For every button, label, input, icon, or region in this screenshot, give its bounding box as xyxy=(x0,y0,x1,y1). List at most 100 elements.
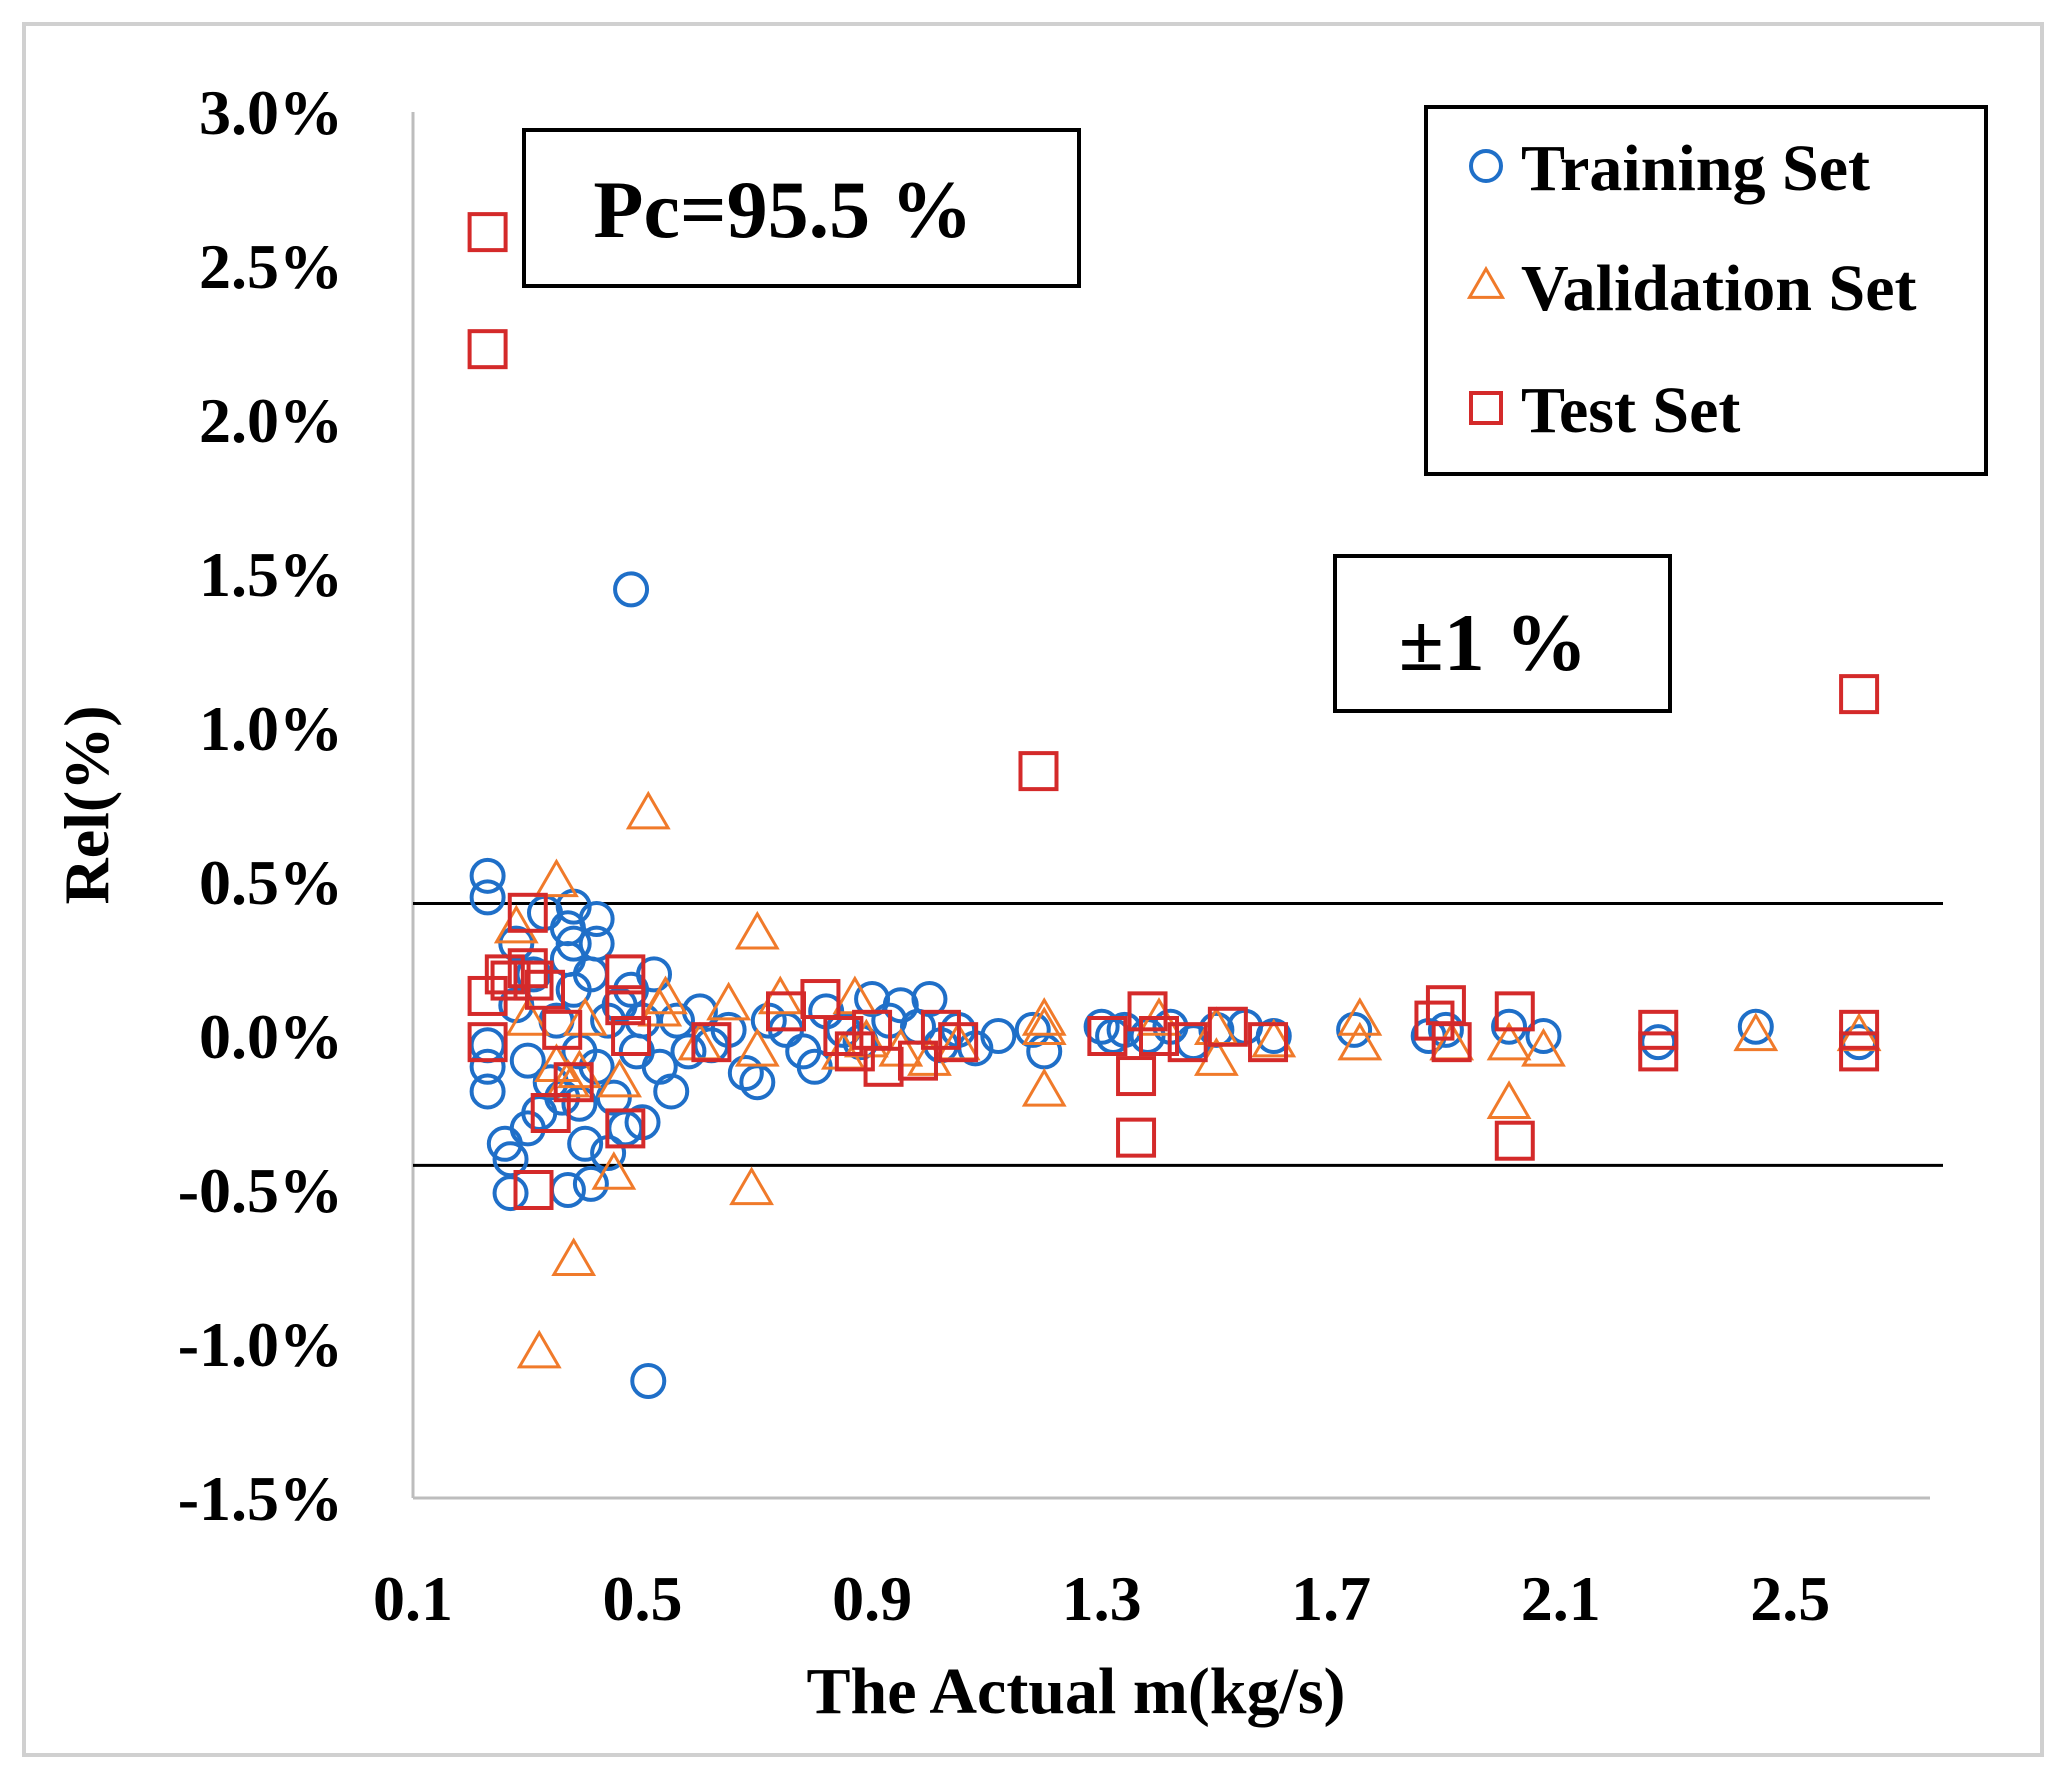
circle-point xyxy=(630,1362,667,1399)
triangle-point xyxy=(1486,1021,1532,1061)
legend-box xyxy=(1424,105,1988,476)
triangle-point xyxy=(562,997,608,1036)
triangle-point xyxy=(516,1329,562,1369)
x-axis-label: The Actual m(kg/s) xyxy=(806,1655,1345,1728)
square-point xyxy=(1638,1009,1679,1050)
triangle-point xyxy=(493,904,539,944)
triangle-point xyxy=(734,910,780,950)
triangle-point xyxy=(591,1151,637,1190)
circle-point xyxy=(509,1042,546,1079)
circle-point xyxy=(469,1048,506,1085)
y-tick-labels: 3.0% 2.5% 2.0% 1.5% 1.0% 0.5% 0.0% -0.5% -1.0% -1… xyxy=(178,77,343,1534)
triangle-point xyxy=(1251,1018,1297,1058)
square-point xyxy=(897,1040,938,1081)
legend-label: Test Set xyxy=(1521,374,1740,447)
triangle-point xyxy=(729,1166,774,1206)
x-tick-label: 1.7 xyxy=(1291,1563,1371,1634)
pc-annotation: Pc=95.5 % xyxy=(522,128,1081,288)
triangle-point xyxy=(706,981,752,1021)
y-tick-label: 1.0% xyxy=(199,693,343,764)
square-point xyxy=(513,960,554,1001)
circle-point xyxy=(636,956,673,993)
circle-point xyxy=(980,1018,1017,1054)
legend-item: Training Set xyxy=(1469,132,1870,205)
circle-point xyxy=(1491,1008,1528,1045)
circle-point xyxy=(492,1175,529,1212)
y-tick-label: 1.5% xyxy=(199,539,343,610)
circle-point xyxy=(658,1002,695,1039)
x-tick-label: 1.3 xyxy=(1062,1563,1142,1634)
circle-point xyxy=(1336,1011,1373,1048)
x-tick-label: 2.1 xyxy=(1521,1563,1601,1634)
y-tick-label: -1.5% xyxy=(178,1463,343,1534)
pc-annotation-box xyxy=(522,128,1081,288)
circle-point xyxy=(572,1165,609,1202)
circle-point xyxy=(469,1073,506,1110)
band-annotation: ±1 % xyxy=(1333,554,1672,713)
triangle-point xyxy=(757,975,803,1015)
square-point xyxy=(1018,751,1059,792)
legend-label: Validation Set xyxy=(1521,252,1917,325)
square-point xyxy=(467,212,508,253)
square-point xyxy=(1167,1022,1208,1063)
square-point xyxy=(823,1016,864,1056)
square-point xyxy=(1494,991,1535,1032)
circle-point xyxy=(469,857,506,894)
y-tick-label: 0.5% xyxy=(199,847,343,918)
x-tick-label: 0.9 xyxy=(832,1563,912,1634)
square-point xyxy=(553,1062,594,1103)
circle-point xyxy=(670,1033,707,1070)
pc-annotation-text: Pc=95.5 % xyxy=(593,164,972,255)
triangle-point xyxy=(1733,1012,1779,1052)
circle-point xyxy=(1525,1018,1562,1054)
circle-point xyxy=(1083,1008,1120,1045)
square-point xyxy=(467,1022,508,1063)
square-point xyxy=(1207,1006,1248,1047)
triangle-point xyxy=(557,1049,602,1089)
y-tick-label: 2.5% xyxy=(199,231,343,302)
triangle-point xyxy=(1337,1021,1383,1061)
circle-point xyxy=(595,1079,632,1116)
square-point xyxy=(507,892,548,933)
square-point xyxy=(1116,1117,1157,1158)
square-point xyxy=(484,954,525,995)
square-point xyxy=(800,979,841,1020)
legend: Training Set Validation Set Test Set xyxy=(1424,105,1988,476)
x-tick-label: 2.5 xyxy=(1750,1563,1830,1634)
legend-square-icon xyxy=(1469,391,1503,425)
square-point xyxy=(1116,1056,1157,1097)
x-tick-label: 0.1 xyxy=(373,1563,453,1634)
y-tick-label: -1.0% xyxy=(178,1309,343,1380)
square-point xyxy=(938,1022,979,1063)
legend-label: Training Set xyxy=(1521,132,1870,205)
square-point xyxy=(513,1170,554,1210)
square-point xyxy=(542,1009,583,1050)
square-point xyxy=(605,985,646,1026)
y-axis-label: Rel(%) xyxy=(51,705,122,904)
triangle-point xyxy=(597,1058,642,1098)
legend-circle-icon xyxy=(1469,149,1503,183)
legend-triangle-icon xyxy=(1466,265,1506,299)
square-point xyxy=(611,1016,652,1056)
data-series xyxy=(467,212,1882,1399)
circle-point xyxy=(567,1125,604,1162)
triangle-point xyxy=(551,1237,597,1277)
square-point xyxy=(1127,991,1168,1032)
y-tick-label: 3.0% xyxy=(199,77,343,148)
legend-items: Training Set Validation Set Test Set xyxy=(1466,132,1917,447)
x-tick-label: 0.5 xyxy=(603,1563,683,1634)
square-point xyxy=(1839,1009,1880,1050)
triangle-point xyxy=(1486,1080,1532,1119)
triangle-point xyxy=(1021,1067,1067,1107)
circle-point xyxy=(1014,1011,1051,1048)
circle-point xyxy=(469,879,506,916)
square-point xyxy=(605,1108,646,1149)
circle-point xyxy=(1427,1011,1464,1048)
square-point xyxy=(1839,674,1880,715)
circle-point xyxy=(498,925,535,962)
circle-point xyxy=(1737,1008,1774,1045)
y-tick-label: 2.0% xyxy=(199,385,343,456)
square-point xyxy=(467,329,508,370)
triangle-point xyxy=(1021,1006,1067,1046)
